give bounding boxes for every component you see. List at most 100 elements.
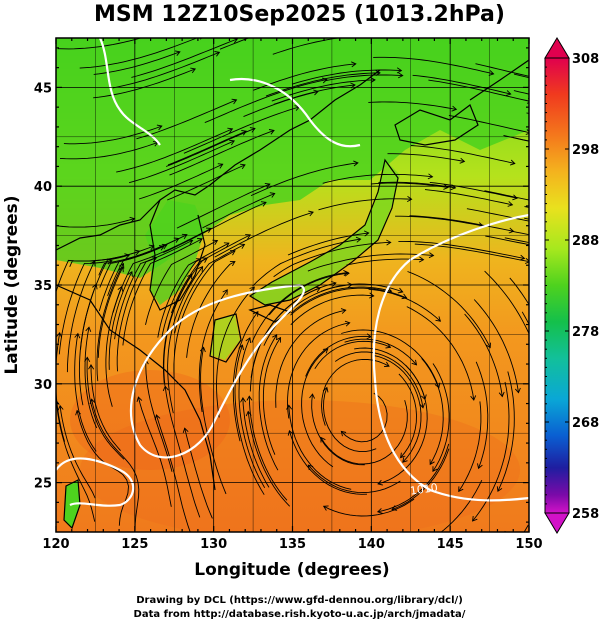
streamline-arrowhead (117, 285, 124, 292)
streamline (169, 129, 275, 176)
streamline-arrowhead (253, 310, 259, 317)
streamline (484, 270, 529, 335)
streamline (323, 387, 377, 453)
x-tick-label: 135 (279, 537, 306, 552)
streamline-arrowhead (118, 262, 125, 269)
streamline-arrowhead (443, 183, 449, 190)
streamline (368, 288, 441, 322)
streamline-arrowhead (340, 308, 347, 314)
streamline (57, 218, 135, 228)
streamline-arrowhead (420, 394, 427, 401)
map-title: MSM 12Z10Sep2025 (1013.2hPa) (94, 2, 505, 27)
streamline-arrowhead (264, 182, 271, 189)
streamline (79, 38, 198, 69)
streamline (122, 238, 203, 346)
streamline-arrowhead (227, 127, 234, 134)
streamline-arrowhead (173, 237, 180, 243)
streamline-arrowhead (246, 395, 253, 401)
streamline-arrowhead (582, 248, 587, 253)
streamline-arrowhead (400, 452, 406, 459)
streamline (167, 266, 203, 414)
streamline-arrowhead (401, 293, 408, 300)
credit-drawing: Drawing by DCL (https://www.gfd-dennou.o… (136, 595, 463, 606)
streamline (105, 286, 123, 407)
streamline (354, 347, 426, 400)
streamline-arrowhead (197, 266, 204, 272)
streamline-arrowhead (272, 334, 278, 340)
streamline (373, 355, 422, 463)
colorbar-label: 258 (572, 507, 599, 522)
streamline (440, 480, 483, 532)
streamline-arrowhead (127, 271, 133, 277)
streamline-arrowhead (205, 227, 212, 233)
streamline (497, 371, 515, 492)
streamline-arrowhead (450, 184, 457, 191)
streamline-arrowhead (190, 67, 197, 74)
streamline-arrowhead (512, 194, 518, 201)
streamline-arrowhead (214, 51, 221, 57)
streamline-arrowhead (432, 466, 438, 473)
streamline-arrowhead (249, 286, 255, 293)
x-tick-label: 125 (121, 537, 148, 552)
streamline (198, 289, 228, 413)
streamline-arrowhead (507, 201, 514, 207)
streamline-arrowhead (538, 366, 543, 371)
streamline-arrowhead (308, 210, 314, 217)
streamline (138, 163, 223, 200)
streamline (377, 443, 450, 513)
streamline-arrowhead (313, 89, 319, 96)
streamline (204, 79, 327, 124)
streamline-arrowhead (136, 396, 143, 403)
streamline-arrowhead (396, 67, 403, 74)
streamline-arrowhead (57, 404, 64, 411)
streamline-arrowhead (363, 230, 370, 237)
streamline-arrowhead (223, 242, 230, 248)
streamline (108, 271, 133, 370)
streamline (164, 386, 201, 518)
streamline-arrowhead (419, 402, 426, 409)
streamline (510, 230, 529, 236)
x-tick-label: 145 (437, 537, 464, 552)
streamline (84, 327, 98, 429)
streamline (263, 284, 353, 346)
streamline (407, 271, 491, 348)
streamline (74, 333, 97, 452)
streamline (258, 334, 279, 471)
streamline (509, 277, 529, 306)
x-tick-label: 150 (515, 537, 542, 552)
streamline-arrowhead (161, 243, 168, 250)
streamline (243, 91, 319, 118)
streamline (287, 232, 369, 256)
streamline-arrowhead (333, 12, 338, 17)
streamline-arrowhead (429, 459, 435, 466)
streamline (59, 405, 96, 499)
streamline (128, 140, 235, 184)
streamline-arrowhead (162, 29, 167, 34)
streamline (265, 72, 381, 97)
streamline (174, 244, 245, 334)
colorbar-label: 288 (572, 234, 599, 249)
streamline (428, 79, 529, 102)
streamline-arrowhead (397, 72, 404, 79)
streamline (90, 364, 121, 451)
colorbar-bottom-arrow (544, 512, 570, 534)
streamline (504, 237, 529, 243)
streamline (323, 498, 415, 517)
streamline-arrowhead (229, 139, 236, 146)
streamline-arrowhead (370, 77, 376, 83)
streamline (78, 284, 97, 406)
streamline (163, 257, 208, 386)
streamline (398, 240, 525, 259)
streamline-arrowhead (402, 457, 408, 463)
streamline (59, 141, 159, 160)
wind-streamlines (56, 12, 587, 532)
streamline (472, 381, 510, 522)
streamline-arrowhead (386, 287, 393, 294)
streamline-arrowhead (241, 130, 247, 136)
axis-ticks (55, 38, 530, 532)
streamline (200, 347, 227, 495)
streamline (290, 294, 374, 326)
streamline (314, 340, 391, 370)
streamline (288, 405, 352, 490)
streamline-arrowhead (321, 77, 328, 84)
